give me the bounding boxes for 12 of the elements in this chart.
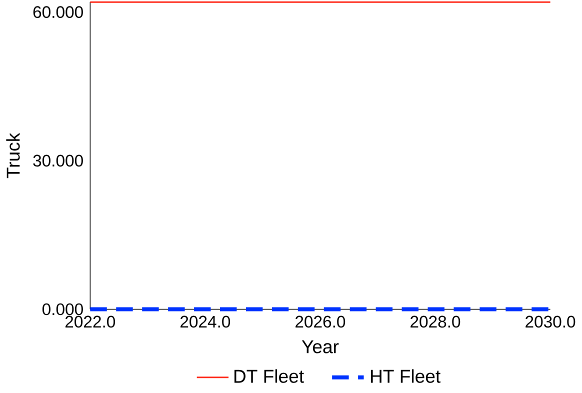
legend-label: HT Fleet: [371, 369, 440, 383]
legend-label: DT Fleet: [234, 369, 304, 383]
x-tick-label: 2028.0: [410, 316, 460, 328]
x-tick-label: 2024.0: [180, 316, 230, 328]
x-tick-label: 2026.0: [296, 316, 346, 328]
x-axis-title: Year: [302, 340, 339, 354]
y-tick-label: 30.000: [33, 154, 83, 167]
y-tick-label: 0.000: [42, 303, 83, 316]
x-tick-label: 2030.0: [526, 316, 576, 328]
y-tick-label: 60.000: [33, 6, 83, 18]
y-axis-title: Truck: [6, 132, 20, 178]
x-tick-label: 2022.0: [65, 316, 116, 328]
